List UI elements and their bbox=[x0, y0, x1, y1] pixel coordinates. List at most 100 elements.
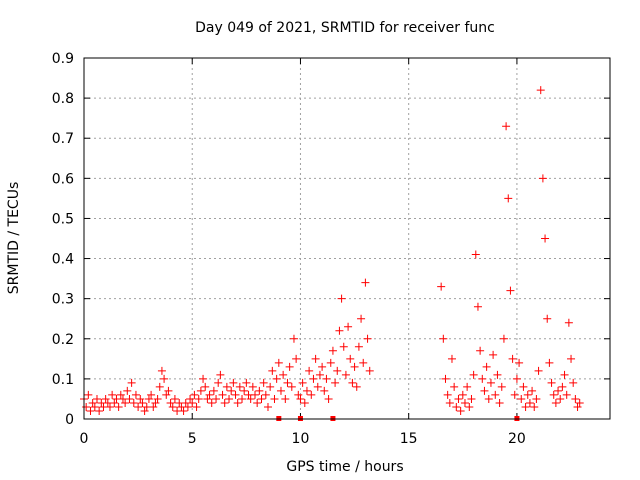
data-point bbox=[194, 394, 203, 403]
data-point bbox=[510, 390, 519, 399]
data-point bbox=[259, 378, 268, 387]
data-point bbox=[556, 394, 565, 403]
data-point bbox=[235, 382, 244, 391]
data-point bbox=[131, 390, 140, 399]
data-point bbox=[480, 386, 489, 395]
data-point bbox=[469, 370, 478, 379]
y-tick-label: 0.7 bbox=[52, 131, 74, 147]
y-tick-label: 0 bbox=[65, 412, 74, 428]
data-point bbox=[110, 398, 119, 407]
data-point bbox=[335, 326, 344, 335]
data-point bbox=[447, 354, 456, 363]
data-point bbox=[272, 374, 281, 383]
data-point bbox=[253, 398, 262, 407]
data-point bbox=[359, 358, 368, 367]
data-point bbox=[536, 86, 545, 95]
data-point bbox=[564, 318, 573, 327]
data-point bbox=[523, 390, 532, 399]
data-point bbox=[348, 378, 357, 387]
data-point bbox=[86, 406, 95, 415]
data-point bbox=[88, 398, 97, 407]
data-point bbox=[125, 394, 134, 403]
data-point bbox=[525, 398, 534, 407]
data-point bbox=[188, 398, 197, 407]
data-point bbox=[441, 374, 450, 383]
data-point bbox=[114, 402, 123, 411]
data-point bbox=[270, 394, 279, 403]
data-point bbox=[495, 398, 504, 407]
data-point bbox=[575, 398, 584, 407]
data-point bbox=[309, 374, 318, 383]
data-point bbox=[567, 354, 576, 363]
data-point bbox=[266, 382, 275, 391]
data-point bbox=[190, 390, 199, 399]
data-point bbox=[512, 374, 521, 383]
data-point bbox=[209, 386, 218, 395]
data-point bbox=[497, 382, 506, 391]
data-point bbox=[484, 394, 493, 403]
data-point bbox=[365, 366, 374, 375]
data-point bbox=[318, 362, 327, 371]
data-point bbox=[220, 398, 229, 407]
data-point bbox=[274, 358, 283, 367]
data-point bbox=[186, 394, 195, 403]
data-point bbox=[493, 370, 502, 379]
data-point bbox=[357, 314, 366, 323]
data-point bbox=[116, 390, 125, 399]
data-point bbox=[203, 394, 212, 403]
data-point bbox=[532, 394, 541, 403]
grid bbox=[84, 58, 610, 419]
data-point bbox=[339, 342, 348, 351]
data-point bbox=[166, 398, 175, 407]
y-tick-label: 0.6 bbox=[52, 171, 74, 187]
data-point bbox=[105, 402, 114, 411]
data-point bbox=[315, 370, 324, 379]
data-point bbox=[476, 346, 485, 355]
data-point bbox=[346, 354, 355, 363]
data-point bbox=[363, 334, 372, 343]
data-point bbox=[227, 386, 236, 395]
data-point bbox=[517, 394, 526, 403]
data-point bbox=[341, 370, 350, 379]
data-point bbox=[543, 314, 552, 323]
data-point bbox=[445, 398, 454, 407]
data-point bbox=[84, 390, 93, 399]
data-point bbox=[248, 382, 257, 391]
data-point bbox=[313, 382, 322, 391]
data-point bbox=[305, 366, 314, 375]
data-point bbox=[300, 398, 309, 407]
data-point bbox=[222, 382, 231, 391]
data-point bbox=[251, 390, 260, 399]
data-point bbox=[108, 390, 117, 399]
x-tick-label: 0 bbox=[80, 431, 89, 447]
y-tick-label: 0.9 bbox=[52, 51, 74, 67]
data-point bbox=[463, 382, 472, 391]
data-point bbox=[302, 386, 311, 395]
data-point bbox=[320, 386, 329, 395]
data-point bbox=[281, 394, 290, 403]
data-point bbox=[121, 398, 130, 407]
data-point bbox=[276, 386, 285, 395]
data-point bbox=[147, 390, 156, 399]
data-point bbox=[134, 402, 143, 411]
data-point bbox=[333, 366, 342, 375]
data-point bbox=[207, 398, 216, 407]
data-point bbox=[571, 394, 580, 403]
data-point bbox=[519, 382, 528, 391]
data-point bbox=[352, 382, 361, 391]
data-point bbox=[573, 402, 582, 411]
data-point bbox=[138, 398, 147, 407]
data-point bbox=[521, 402, 530, 411]
data-point bbox=[296, 394, 305, 403]
data-point bbox=[307, 390, 316, 399]
data-point bbox=[478, 374, 487, 383]
data-point bbox=[545, 358, 554, 367]
data-point bbox=[255, 386, 264, 395]
data-point bbox=[246, 394, 255, 403]
data-point bbox=[508, 354, 517, 363]
data-point bbox=[196, 386, 205, 395]
data-point bbox=[127, 378, 136, 387]
data-point bbox=[231, 390, 240, 399]
data-point bbox=[328, 346, 337, 355]
data-point bbox=[311, 354, 320, 363]
